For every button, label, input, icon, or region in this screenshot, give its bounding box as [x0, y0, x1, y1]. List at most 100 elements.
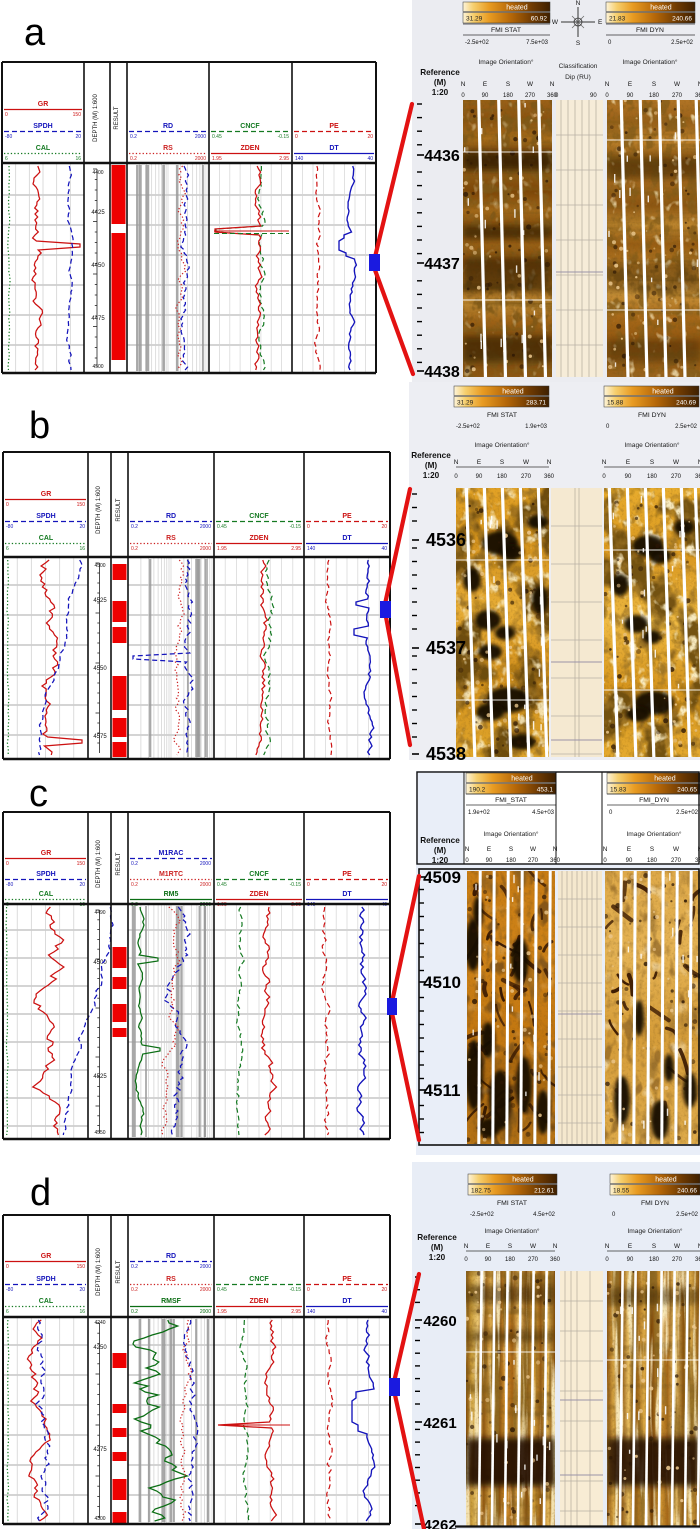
- svg-text:16: 16: [79, 1309, 85, 1315]
- svg-text:S: S: [652, 81, 656, 88]
- svg-text:W: W: [674, 1243, 681, 1250]
- svg-text:Image Orientation°: Image Orientation°: [626, 830, 681, 838]
- svg-text:4260: 4260: [423, 1313, 456, 1330]
- svg-text:20: 20: [367, 134, 373, 140]
- svg-text:1:20: 1:20: [432, 88, 449, 97]
- svg-text:4536: 4536: [426, 530, 466, 550]
- svg-text:ZDEN: ZDEN: [240, 145, 259, 152]
- svg-text:0: 0: [461, 93, 465, 99]
- svg-text:Reference: Reference: [420, 68, 460, 77]
- svg-text:2000: 2000: [200, 1264, 211, 1270]
- svg-text:16: 16: [79, 546, 85, 552]
- svg-text:DEPTH (M) 1:600: DEPTH (M) 1:600: [93, 94, 99, 142]
- svg-text:RS: RS: [166, 535, 176, 542]
- svg-text:FMI STAT: FMI STAT: [491, 27, 521, 34]
- svg-text:0.2: 0.2: [131, 1264, 138, 1270]
- svg-text:90: 90: [485, 1257, 492, 1263]
- svg-text:SPDH: SPDH: [36, 513, 55, 520]
- svg-text:W: W: [673, 459, 680, 466]
- svg-text:-80: -80: [6, 882, 13, 888]
- svg-text:4490: 4490: [94, 910, 105, 916]
- svg-text:PE: PE: [342, 513, 352, 520]
- svg-text:90: 90: [625, 474, 632, 480]
- svg-text:180: 180: [647, 858, 658, 864]
- svg-text:0: 0: [609, 810, 613, 816]
- svg-text:M1RAC: M1RAC: [159, 850, 184, 857]
- svg-text:31.29: 31.29: [466, 16, 483, 23]
- svg-text:RD: RD: [166, 513, 176, 520]
- svg-text:CNCF: CNCF: [249, 1276, 269, 1283]
- svg-text:DT: DT: [342, 891, 352, 898]
- svg-text:0: 0: [307, 1287, 310, 1293]
- svg-text:(M): (M): [425, 461, 438, 470]
- svg-text:E: E: [628, 1243, 632, 1250]
- svg-text:DT: DT: [342, 535, 352, 542]
- svg-text:270: 270: [528, 858, 539, 864]
- svg-text:4500: 4500: [92, 364, 103, 370]
- svg-text:SPDH: SPDH: [36, 871, 55, 878]
- svg-text:90: 90: [626, 858, 633, 864]
- svg-text:0.2: 0.2: [130, 134, 137, 140]
- svg-text:E: E: [483, 81, 487, 88]
- svg-text:-0.15: -0.15: [290, 524, 302, 530]
- svg-text:ZDEN: ZDEN: [249, 891, 268, 898]
- svg-text:N: N: [461, 81, 466, 88]
- svg-text:16: 16: [75, 156, 81, 162]
- svg-text:90: 90: [476, 474, 483, 480]
- svg-text:4550: 4550: [94, 1130, 105, 1136]
- svg-text:2.5e+02: 2.5e+02: [671, 40, 694, 46]
- svg-text:0.45: 0.45: [217, 524, 227, 530]
- svg-text:7.5e+03: 7.5e+03: [526, 40, 549, 46]
- svg-text:N: N: [454, 459, 459, 466]
- svg-text:RMSF: RMSF: [161, 1298, 182, 1305]
- svg-text:270: 270: [672, 1257, 683, 1263]
- svg-text:RESULT: RESULT: [114, 106, 120, 130]
- svg-text:W: W: [552, 19, 559, 26]
- svg-text:CNCF: CNCF: [249, 513, 269, 520]
- svg-text:180: 180: [503, 93, 514, 99]
- svg-text:360: 360: [695, 1257, 700, 1263]
- svg-text:90: 90: [482, 93, 489, 99]
- svg-text:N: N: [576, 0, 581, 7]
- svg-text:S: S: [506, 81, 510, 88]
- svg-text:b: b: [29, 405, 50, 447]
- svg-text:90: 90: [627, 1257, 634, 1263]
- svg-text:0: 0: [603, 858, 607, 864]
- svg-text:W: W: [530, 1243, 537, 1250]
- svg-text:20: 20: [381, 524, 387, 530]
- svg-text:4538: 4538: [426, 744, 466, 764]
- svg-text:ZDEN: ZDEN: [249, 535, 268, 542]
- svg-text:CAL: CAL: [36, 145, 51, 152]
- svg-text:0.2: 0.2: [131, 1287, 138, 1293]
- svg-text:0.45: 0.45: [217, 1287, 227, 1293]
- svg-text:0: 0: [454, 474, 458, 480]
- svg-text:15.83: 15.83: [610, 787, 627, 794]
- svg-text:-80: -80: [6, 1287, 13, 1293]
- svg-text:20: 20: [79, 524, 85, 530]
- svg-text:4240: 4240: [94, 1320, 105, 1326]
- svg-text:M1RTC: M1RTC: [159, 871, 183, 878]
- svg-text:140: 140: [295, 156, 304, 162]
- svg-text:360: 360: [550, 1257, 561, 1263]
- svg-text:PE: PE: [329, 123, 339, 130]
- svg-text:6: 6: [6, 546, 9, 552]
- svg-text:2000: 2000: [200, 546, 211, 552]
- svg-text:E: E: [598, 19, 603, 26]
- svg-text:a: a: [24, 12, 46, 54]
- svg-text:2000: 2000: [200, 1309, 211, 1315]
- svg-text:0: 0: [602, 474, 606, 480]
- svg-text:2.95: 2.95: [279, 156, 289, 162]
- svg-text:W: W: [674, 81, 681, 88]
- svg-text:RD: RD: [163, 123, 173, 130]
- svg-text:190.2: 190.2: [469, 787, 486, 794]
- svg-text:Image Orientation°: Image Orientation°: [474, 441, 529, 449]
- svg-text:4537: 4537: [426, 638, 466, 658]
- svg-text:2000: 2000: [200, 861, 211, 867]
- svg-text:N: N: [550, 81, 555, 88]
- svg-text:4450: 4450: [91, 263, 105, 269]
- svg-text:CNCF: CNCF: [249, 871, 269, 878]
- svg-text:150: 150: [73, 112, 82, 118]
- svg-text:DT: DT: [329, 145, 339, 152]
- svg-text:S: S: [500, 459, 504, 466]
- svg-text:0.2: 0.2: [131, 1309, 138, 1315]
